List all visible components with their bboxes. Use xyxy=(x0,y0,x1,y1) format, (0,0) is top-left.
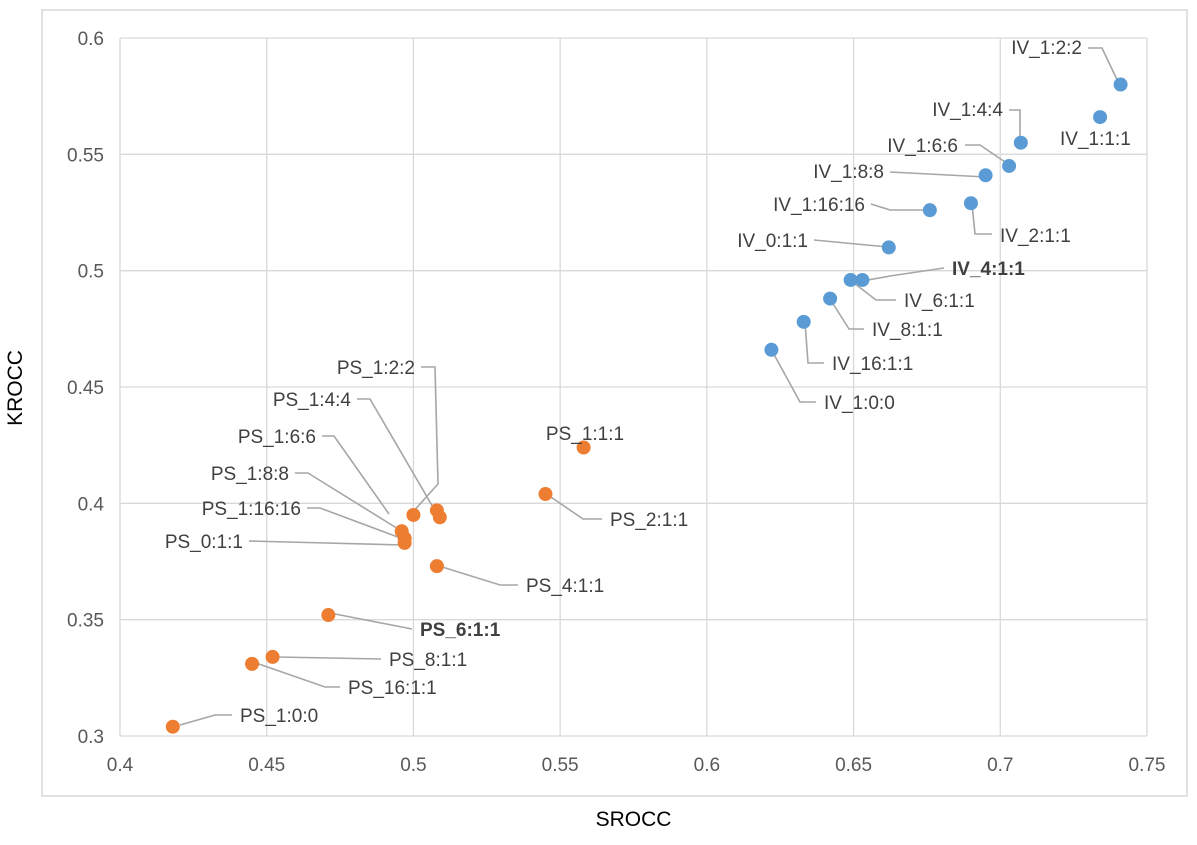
leader-line xyxy=(307,507,404,540)
x-tick-label: 0.5 xyxy=(400,755,426,776)
ps-data-point xyxy=(321,608,336,623)
point-label: PS_1:16:16 xyxy=(202,499,301,520)
x-tick-label: 0.65 xyxy=(835,755,872,776)
iv-data-point xyxy=(881,240,896,255)
y-axis-title: KROCC xyxy=(4,350,27,426)
point-label: IV_4:1:1 xyxy=(952,259,1025,280)
ps-data-point xyxy=(165,719,180,734)
iv-data-point xyxy=(855,272,870,287)
leader-line xyxy=(329,612,413,630)
y-tick-label: 0.6 xyxy=(78,29,104,50)
ps-data-point xyxy=(265,649,280,664)
leader-line xyxy=(357,398,438,515)
point-label: IV_2:1:1 xyxy=(1000,226,1071,247)
ps-data-point xyxy=(538,487,553,502)
y-tick-label: 0.5 xyxy=(78,262,104,283)
ps-data-point xyxy=(406,507,421,522)
leader-line xyxy=(829,298,864,330)
y-tick-label: 0.3 xyxy=(78,727,104,748)
y-tick-label: 0.4 xyxy=(78,494,105,515)
point-label: PS_1:8:8 xyxy=(211,464,289,485)
chart-frame xyxy=(41,9,1188,797)
y-tick-label: 0.55 xyxy=(67,145,104,166)
leader-line xyxy=(322,435,390,515)
point-label: PS_0:1:1 xyxy=(165,532,243,553)
ps-data-point xyxy=(576,440,591,455)
point-label: PS_4:1:1 xyxy=(526,576,604,597)
x-tick-label: 0.55 xyxy=(542,755,579,776)
point-label: PS_1:2:2 xyxy=(337,358,415,379)
leader-line xyxy=(547,494,602,520)
leader-line xyxy=(1088,47,1121,87)
iv-data-point xyxy=(978,168,993,183)
point-label: IV_1:16:16 xyxy=(773,195,865,216)
leader-line xyxy=(255,662,340,688)
x-tick-label: 0.6 xyxy=(694,755,720,776)
point-label: IV_1:6:6 xyxy=(887,136,958,157)
point-label: PS_1:0:0 xyxy=(240,706,318,727)
point-label: PS_1:1:1 xyxy=(546,424,624,445)
point-label: IV_1:4:4 xyxy=(932,100,1003,121)
point-label: PS_1:6:6 xyxy=(238,427,316,448)
iv-data-point xyxy=(843,272,858,287)
ps-data-point xyxy=(397,535,412,550)
leader-line xyxy=(179,714,232,726)
x-axis-title: SROCC xyxy=(596,808,672,831)
point-labels: IV_1:2:2 IV_1:1:1 IV_1:4:4 IV_1:6:6IV_1:8:8… xyxy=(165,38,1131,727)
point-label: IV_1:0:0 xyxy=(824,393,895,414)
point-label: IV_1:2:2 xyxy=(1011,38,1082,59)
point-label: IV_1:1:1 xyxy=(1060,129,1131,150)
ps-data-point xyxy=(245,656,260,671)
point-label: PS_16:1:1 xyxy=(348,678,437,699)
tick-labels: 0.4 0.45 0.5 0.55 0.6 0.65 0.7 0.75 0.3 0.35 0.4 0.… xyxy=(67,29,1165,776)
leader-line xyxy=(870,203,929,211)
leader-line xyxy=(971,203,992,235)
iv-data-point xyxy=(963,196,978,211)
iv-data-point xyxy=(764,342,779,357)
iv-data-point xyxy=(823,291,838,306)
leader-line xyxy=(276,656,382,660)
leader-line xyxy=(1009,109,1021,143)
iv-data-point xyxy=(1093,110,1108,125)
point-label: PS_1:4:4 xyxy=(273,390,352,411)
iv-data-point xyxy=(922,203,937,218)
iv-data-point xyxy=(1013,135,1028,150)
leader-line xyxy=(849,279,896,301)
gridlines xyxy=(119,37,1148,737)
leader-line xyxy=(804,321,824,364)
point-label: IV_8:1:1 xyxy=(872,320,943,341)
ps-data-point xyxy=(432,510,447,525)
leader-line xyxy=(770,348,816,403)
leader-lines xyxy=(179,47,1121,726)
y-tick-label: 0.45 xyxy=(67,378,104,399)
leader-line xyxy=(248,540,404,546)
point-label: PS_2:1:1 xyxy=(610,510,688,531)
point-label: PS_8:1:1 xyxy=(389,650,467,671)
x-tick-label: 0.75 xyxy=(1129,755,1166,776)
y-tick-label: 0.35 xyxy=(67,611,104,632)
point-label: IV_0:1:1 xyxy=(737,231,808,252)
point-label: IV_6:1:1 xyxy=(904,291,975,312)
leader-line xyxy=(438,565,518,586)
leader-line xyxy=(410,366,439,515)
leader-line xyxy=(295,472,404,533)
point-label: IV_16:1:1 xyxy=(832,354,913,375)
x-tick-label: 0.4 xyxy=(107,755,134,776)
iv-data-point xyxy=(1002,158,1017,173)
point-label: IV_1:8:8 xyxy=(813,162,884,183)
data-points xyxy=(165,77,1128,734)
x-tick-label: 0.45 xyxy=(248,755,285,776)
leader-line xyxy=(965,144,1009,165)
leader-line xyxy=(861,267,945,282)
iv-data-point xyxy=(796,314,811,329)
iv-data-point xyxy=(1113,77,1128,92)
ps-data-point xyxy=(429,559,444,574)
point-label: PS_6:1:1 xyxy=(420,620,501,641)
leader-line xyxy=(813,239,889,248)
x-tick-label: 0.7 xyxy=(987,755,1013,776)
leader-line xyxy=(889,171,987,178)
